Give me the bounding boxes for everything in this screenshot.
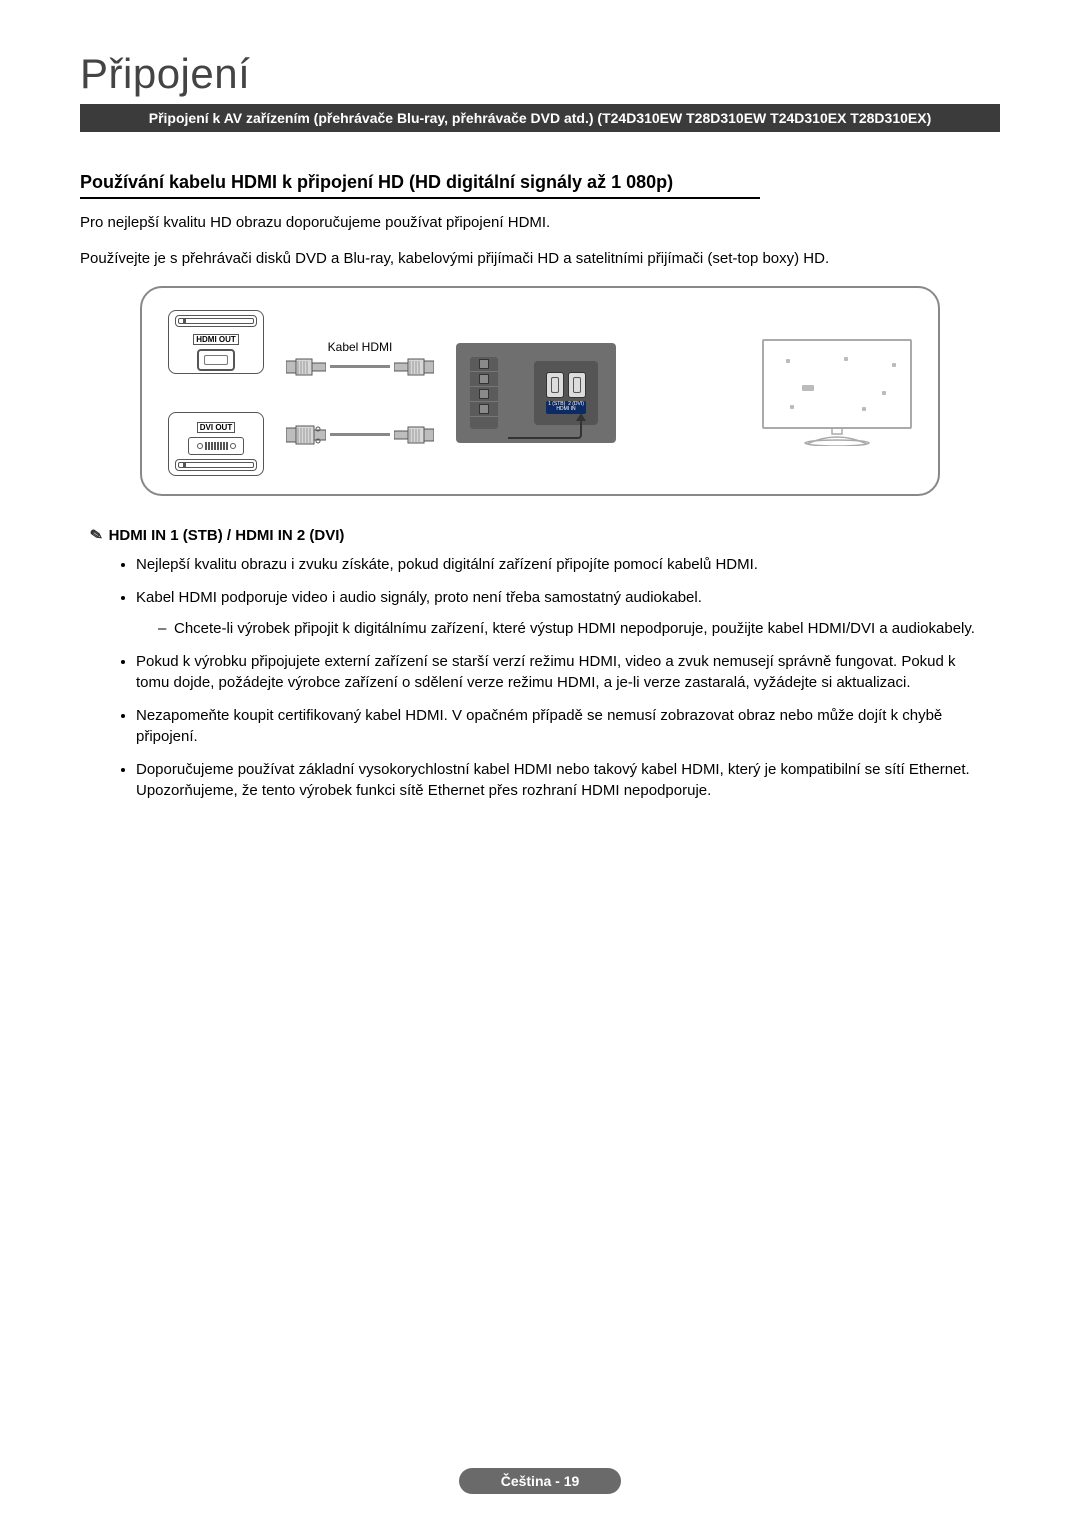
connection-diagram: HDMI OUT DVI OUT Kabel HDMI bbox=[140, 286, 940, 496]
hdmi-socket-icon bbox=[197, 349, 235, 371]
cable-label: Kabel HDMI bbox=[286, 340, 434, 354]
note-icon: ✎ bbox=[89, 525, 105, 545]
header-bar: Připojení k AV zařízením (přehrávače Blu… bbox=[80, 104, 1000, 132]
tv-front-icon bbox=[762, 339, 912, 446]
dvi-socket-icon bbox=[188, 437, 244, 455]
list-item: Nezapomeňte koupit certifikovaný kabel H… bbox=[136, 705, 1000, 747]
source-devices: HDMI OUT DVI OUT bbox=[168, 310, 264, 476]
dvi-hdmi-cable-icon bbox=[286, 424, 434, 446]
list-item: Pokud k výrobku připojujete externí zaří… bbox=[136, 651, 1000, 693]
list-item: Doporučujeme používat základní vysokoryc… bbox=[136, 759, 1000, 801]
hdmi-out-label: HDMI OUT bbox=[193, 334, 239, 345]
chapter-title: Připojení bbox=[80, 50, 1000, 98]
page: Připojení Připojení k AV zařízením (přeh… bbox=[0, 0, 1080, 1534]
note-heading: HDMI IN 1 (STB) / HDMI IN 2 (DVI) bbox=[109, 527, 345, 544]
list-item-text: Kabel HDMI podporuje video i audio signá… bbox=[136, 589, 702, 606]
cable-arrow-icon bbox=[508, 419, 582, 439]
hdmi-plug-right2-icon bbox=[394, 424, 434, 446]
tv-stand-icon bbox=[797, 428, 877, 446]
bullet-list: Nejlepší kvalitu obrazu i zvuku získáte,… bbox=[80, 554, 1000, 801]
tv-front-wrap bbox=[638, 339, 912, 446]
cable-column: Kabel HDMI bbox=[286, 340, 434, 446]
note-heading-row: ✎HDMI IN 1 (STB) / HDMI IN 2 (DVI) bbox=[90, 526, 1000, 544]
dvi-plug-icon bbox=[286, 424, 326, 446]
tv-side-ports-icon bbox=[470, 357, 498, 429]
page-footer: Čeština - 19 bbox=[0, 1468, 1080, 1494]
sub-list-item: Chcete-li výrobek připojit k digitálnímu… bbox=[158, 618, 990, 639]
list-item: Nejlepší kvalitu obrazu i zvuku získáte,… bbox=[136, 554, 1000, 575]
footer-pill: Čeština - 19 bbox=[459, 1468, 622, 1494]
hdmi-cable-icon bbox=[286, 356, 434, 378]
dvi-out-device: DVI OUT bbox=[168, 412, 264, 476]
hdmi-in-panel: 1 (STB) 2 (DVI) HDMI IN bbox=[534, 361, 598, 425]
intro-text-1: Pro nejlepší kvalitu HD obrazu doporučuj… bbox=[80, 213, 1000, 233]
list-item: Kabel HDMI podporuje video i audio signá… bbox=[136, 587, 1000, 639]
dvi-out-label: DVI OUT bbox=[197, 422, 235, 433]
hdmi-plug-left-icon bbox=[286, 356, 326, 378]
hdmi-plug-right-icon bbox=[394, 356, 434, 378]
hdmi-out-device: HDMI OUT bbox=[168, 310, 264, 374]
intro-text-2: Používejte je s přehrávači disků DVD a B… bbox=[80, 249, 1000, 269]
hdmi-in-2-port-icon bbox=[568, 372, 586, 398]
section-title: Používání kabelu HDMI k připojení HD (HD… bbox=[80, 172, 1000, 193]
tv-back-panel: 1 (STB) 2 (DVI) HDMI IN bbox=[456, 343, 616, 443]
hdmi-in-1-port-icon bbox=[546, 372, 564, 398]
section-underline bbox=[80, 197, 760, 199]
